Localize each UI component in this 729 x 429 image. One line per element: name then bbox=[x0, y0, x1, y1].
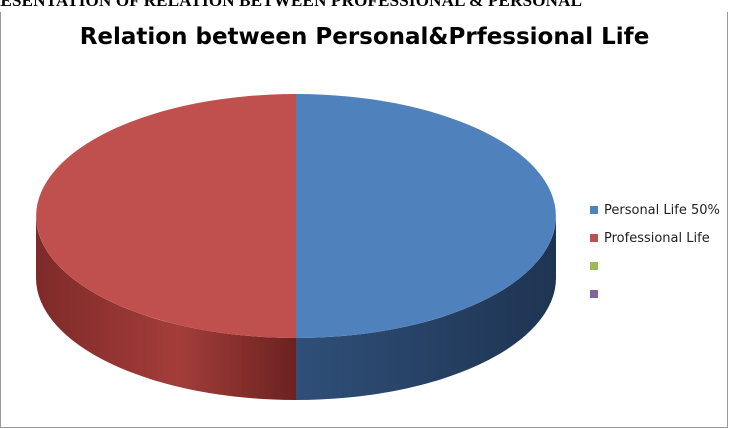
chart-area bbox=[0, 12, 728, 428]
legend-swatch bbox=[590, 290, 598, 298]
chart-title: Relation between Personal&Prfessional Li… bbox=[79, 24, 650, 50]
legend-swatch bbox=[590, 234, 598, 242]
legend-swatch bbox=[590, 262, 598, 270]
legend-item-1: Personal Life 50% bbox=[590, 196, 720, 224]
legend-label: Personal Life 50% bbox=[604, 202, 720, 218]
legend: Personal Life 50% Professional Life bbox=[590, 196, 720, 308]
pie-slice-1 bbox=[296, 94, 556, 338]
pie-slice-side-1 bbox=[296, 216, 556, 400]
pie-slices bbox=[36, 94, 556, 400]
legend-swatch bbox=[590, 206, 598, 214]
legend-item-4 bbox=[590, 280, 720, 308]
page-caption: RESENTATION OF RELATION BETWEEN PROFESSI… bbox=[0, 0, 583, 10]
pie-slice-2 bbox=[36, 94, 297, 338]
pie-slice-side-2 bbox=[36, 216, 296, 400]
legend-label: Professional Life bbox=[604, 230, 710, 246]
legend-item-2: Professional Life bbox=[590, 224, 720, 252]
legend-item-3 bbox=[590, 252, 720, 280]
